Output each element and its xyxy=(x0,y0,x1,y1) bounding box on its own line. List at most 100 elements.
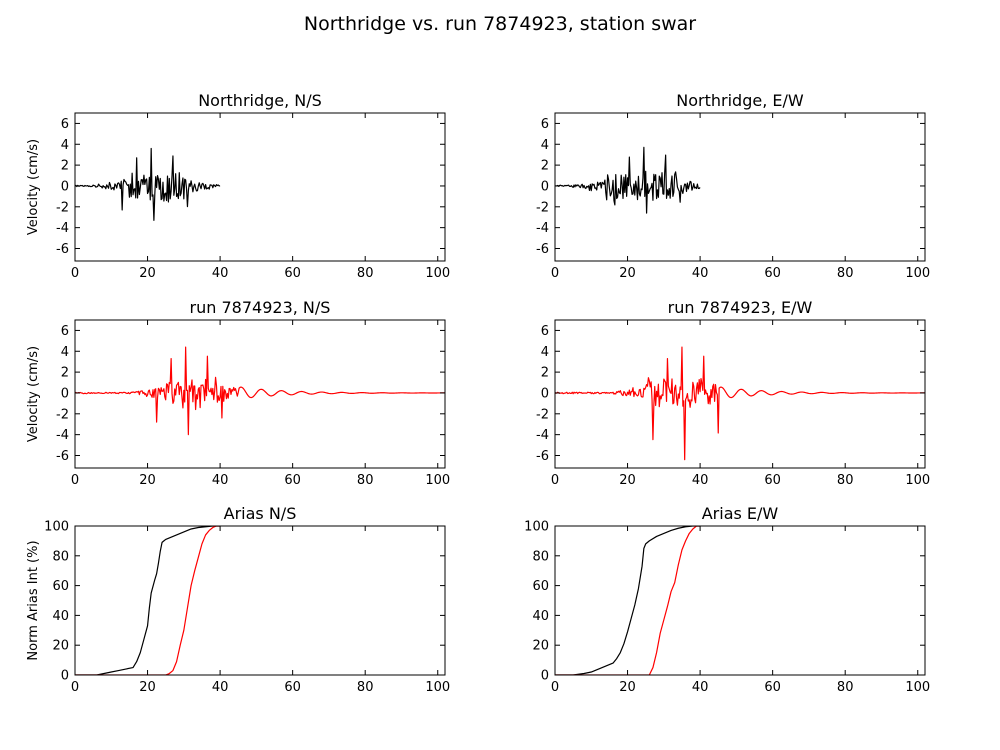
subplot-obs_ew: Northridge, E/W 0 20 40 60 80 100 -6 -4 -2 0 2 4 6 xyxy=(536,91,930,281)
y-tick-label: 2 xyxy=(61,159,69,174)
y-tick-label: 20 xyxy=(532,639,549,654)
y-tick-label: 6 xyxy=(61,117,69,132)
y-tick-label: 0 xyxy=(61,179,69,194)
y-tick-label: 4 xyxy=(541,138,549,153)
series-line-0 xyxy=(555,346,925,461)
series-line-0 xyxy=(75,526,221,675)
y-tick-label: 4 xyxy=(541,345,549,360)
x-tick-label: 40 xyxy=(212,266,229,281)
y-tick-label: -4 xyxy=(56,428,69,443)
y-tick-label: 4 xyxy=(61,138,69,153)
subplot-arias_ns: Arias N/S Norm Arias Int (%) 0 20 40 60 80 100 0… xyxy=(26,504,450,695)
plot-area xyxy=(75,147,221,221)
x-tick-label: 60 xyxy=(764,680,781,695)
y-axis-label: Velocity (cm/s) xyxy=(26,346,41,442)
y-tick-label: 100 xyxy=(44,520,69,535)
y-tick-label: 60 xyxy=(532,579,549,594)
series-line-0 xyxy=(75,147,221,221)
subplot-arias_ew: Arias E/W 0 20 40 60 80 100 0 20 40 60 80 100 xyxy=(524,504,930,695)
y-tick-label: -2 xyxy=(536,200,549,215)
series-line-0 xyxy=(555,146,701,214)
x-tick-label: 80 xyxy=(357,680,374,695)
y-tick-label: 4 xyxy=(61,345,69,360)
x-tick-label: 100 xyxy=(425,266,450,281)
x-tick-label: 20 xyxy=(139,473,156,488)
axes-frame xyxy=(554,525,926,676)
y-tick-label: 2 xyxy=(61,366,69,381)
series-line-1 xyxy=(555,526,701,675)
y-tick-label: 2 xyxy=(541,366,549,381)
x-tick-label: 40 xyxy=(212,680,229,695)
y-tick-label: -4 xyxy=(536,221,549,236)
x-tick-label: 0 xyxy=(551,266,559,281)
x-tick-label: 60 xyxy=(284,680,301,695)
axes-frame xyxy=(74,112,446,262)
subplot-title: Northridge, N/S xyxy=(198,91,322,110)
y-tick-label: 80 xyxy=(52,549,69,564)
y-tick-label: -4 xyxy=(56,221,69,236)
y-tick-label: -6 xyxy=(56,242,69,257)
y-tick-label: 0 xyxy=(61,669,69,684)
plot-area xyxy=(75,526,221,675)
x-tick-label: 0 xyxy=(71,473,79,488)
plot-area xyxy=(555,526,701,675)
y-axis-label: Velocity (cm/s) xyxy=(26,139,41,235)
x-tick-label: 60 xyxy=(284,266,301,281)
x-tick-label: 40 xyxy=(212,473,229,488)
y-tick-label: 6 xyxy=(61,324,69,339)
y-tick-label: 2 xyxy=(541,159,549,174)
subplot-syn_ew: run 7874923, E/W 0 20 40 60 80 100 -6 -4 -2 0 2 4 6 xyxy=(536,298,930,488)
x-tick-label: 100 xyxy=(905,266,930,281)
x-tick-label: 100 xyxy=(425,473,450,488)
subplot-title: Northridge, E/W xyxy=(676,91,804,110)
x-tick-label: 0 xyxy=(71,266,79,281)
y-tick-label: 6 xyxy=(541,117,549,132)
x-tick-label: 20 xyxy=(139,680,156,695)
subplot-title: run 7874923, E/W xyxy=(668,298,813,317)
subplot-title: Arias E/W xyxy=(702,504,779,523)
x-tick-label: 60 xyxy=(764,266,781,281)
y-tick-label: -6 xyxy=(536,449,549,464)
x-tick-label: 80 xyxy=(837,680,854,695)
y-tick-label: -4 xyxy=(536,428,549,443)
x-tick-label: 100 xyxy=(905,680,930,695)
x-tick-label: 40 xyxy=(692,266,709,281)
y-tick-label: 0 xyxy=(541,669,549,684)
plot-area xyxy=(75,346,445,436)
x-tick-label: 80 xyxy=(357,473,374,488)
x-tick-label: 40 xyxy=(692,680,709,695)
y-axis-label: Norm Arias Int (%) xyxy=(26,540,41,660)
y-tick-label: -2 xyxy=(56,200,69,215)
subplot-title: Arias N/S xyxy=(224,504,297,523)
y-tick-label: -2 xyxy=(536,407,549,422)
subplot-title: run 7874923, N/S xyxy=(190,298,331,317)
figure-title: Northridge vs. run 7874923, station swar xyxy=(304,13,696,35)
plot-area xyxy=(555,146,701,214)
y-tick-label: 100 xyxy=(524,520,549,535)
x-tick-label: 0 xyxy=(71,680,79,695)
x-tick-label: 20 xyxy=(619,266,636,281)
y-tick-label: 40 xyxy=(52,609,69,624)
x-tick-label: 60 xyxy=(764,473,781,488)
y-tick-label: 60 xyxy=(52,579,69,594)
x-tick-label: 80 xyxy=(837,266,854,281)
y-tick-label: 40 xyxy=(532,609,549,624)
series-line-0 xyxy=(555,526,701,675)
x-tick-label: 80 xyxy=(837,473,854,488)
y-tick-label: 20 xyxy=(52,639,69,654)
x-tick-label: 100 xyxy=(905,473,930,488)
axes-frame xyxy=(74,525,446,676)
x-tick-label: 100 xyxy=(425,680,450,695)
x-tick-label: 0 xyxy=(551,473,559,488)
series-line-0 xyxy=(75,346,445,436)
axes-frame xyxy=(74,319,446,469)
x-tick-label: 40 xyxy=(692,473,709,488)
x-tick-label: 20 xyxy=(619,473,636,488)
x-tick-label: 20 xyxy=(139,266,156,281)
y-tick-label: 6 xyxy=(541,324,549,339)
y-tick-label: 0 xyxy=(61,386,69,401)
x-tick-label: 0 xyxy=(551,680,559,695)
